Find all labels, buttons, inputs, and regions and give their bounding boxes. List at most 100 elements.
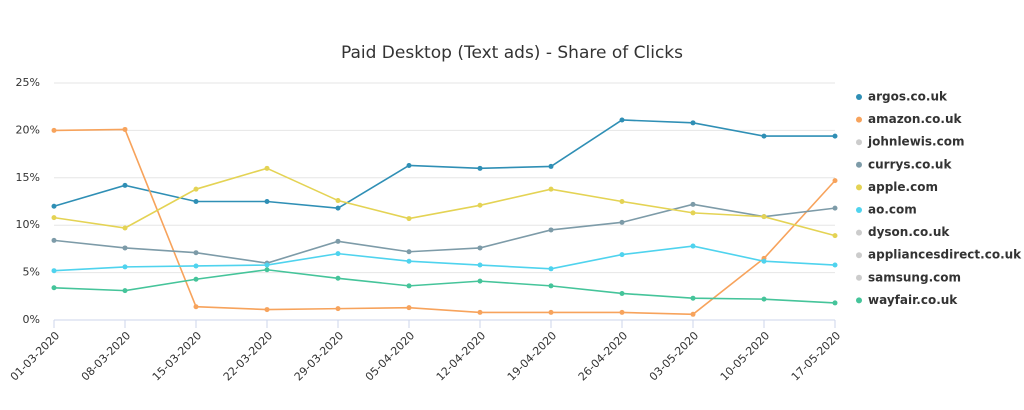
legend-marker bbox=[856, 252, 862, 259]
data-point bbox=[477, 309, 483, 315]
x-tick-label: 22-03-2020 bbox=[221, 329, 275, 383]
data-point bbox=[406, 249, 412, 255]
series-line bbox=[53, 119, 835, 209]
data-point bbox=[193, 250, 199, 256]
series-line bbox=[53, 245, 836, 272]
data-point bbox=[832, 133, 838, 139]
data-point bbox=[690, 243, 696, 249]
data-point bbox=[619, 117, 625, 123]
x-tick-label: 29-03-2020 bbox=[292, 329, 346, 383]
data-point bbox=[690, 201, 696, 207]
chart-title: Paid Desktop (Text ads) - Share of Click… bbox=[341, 43, 683, 63]
data-point bbox=[619, 219, 625, 225]
data-point bbox=[832, 205, 838, 211]
data-point bbox=[335, 198, 341, 204]
legend-label: samsung.com bbox=[868, 270, 961, 284]
data-point bbox=[548, 283, 554, 289]
data-point bbox=[690, 210, 696, 216]
data-point bbox=[51, 268, 57, 274]
data-point bbox=[832, 300, 838, 306]
data-point bbox=[264, 267, 270, 273]
data-point bbox=[193, 276, 199, 282]
legend-marker bbox=[856, 297, 862, 304]
data-point bbox=[193, 186, 199, 192]
legend-marker bbox=[856, 274, 862, 281]
x-tick-label: 12-04-2020 bbox=[434, 329, 488, 383]
x-tick-label: 15-03-2020 bbox=[150, 329, 204, 383]
x-tick-label: 08-03-2020 bbox=[79, 329, 133, 383]
legend-marker bbox=[856, 116, 862, 123]
legend-label: johnlewis.com bbox=[867, 135, 964, 149]
x-tick-label: 01-03-2020 bbox=[8, 329, 62, 383]
data-point bbox=[335, 306, 341, 312]
data-point bbox=[51, 285, 57, 291]
data-point bbox=[335, 251, 341, 257]
data-point bbox=[690, 120, 696, 126]
data-point bbox=[122, 126, 128, 132]
data-point bbox=[122, 182, 128, 188]
data-point bbox=[619, 290, 625, 296]
data-point bbox=[761, 258, 767, 264]
legend-label: wayfair.co.uk bbox=[868, 293, 958, 307]
legend-marker bbox=[856, 207, 862, 213]
data-point bbox=[264, 165, 270, 171]
x-tick-label: 26-04-2020 bbox=[576, 329, 630, 383]
y-tick-label: 25% bbox=[16, 76, 40, 89]
legend-label: appliancesdirect.co.uk bbox=[868, 248, 1022, 262]
series-line bbox=[53, 203, 836, 264]
y-tick-label: 0% bbox=[23, 313, 40, 326]
data-point bbox=[193, 263, 199, 269]
data-point bbox=[548, 309, 554, 315]
data-point bbox=[335, 238, 341, 244]
data-point bbox=[619, 252, 625, 258]
data-point bbox=[122, 264, 128, 270]
legend-label: apple.com bbox=[868, 180, 938, 194]
data-point bbox=[548, 163, 554, 169]
data-point bbox=[193, 199, 199, 204]
series-line bbox=[53, 167, 836, 237]
x-tick-label: 19-04-2020 bbox=[505, 329, 559, 383]
data-point bbox=[122, 245, 128, 251]
x-tick-label: 17-05-2020 bbox=[789, 329, 843, 383]
data-point bbox=[477, 245, 483, 251]
series-line bbox=[53, 268, 836, 304]
legend-marker bbox=[856, 94, 862, 100]
legend-marker bbox=[856, 184, 862, 191]
data-point bbox=[832, 178, 838, 184]
series-line bbox=[53, 128, 836, 316]
x-tick-label: 03-05-2020 bbox=[647, 329, 701, 383]
data-point bbox=[264, 307, 270, 313]
legend-label: ao.com bbox=[868, 203, 917, 217]
data-point bbox=[406, 258, 412, 264]
data-point bbox=[51, 127, 57, 133]
y-tick-label: 20% bbox=[16, 123, 40, 136]
data-point bbox=[761, 133, 767, 139]
legend-marker bbox=[856, 139, 862, 146]
x-tick-label: 10-05-2020 bbox=[718, 329, 772, 383]
legend-marker bbox=[856, 161, 862, 168]
data-point bbox=[477, 165, 483, 171]
data-point bbox=[335, 275, 341, 281]
legend-label: argos.co.uk bbox=[868, 90, 948, 104]
data-point bbox=[193, 304, 199, 310]
data-point bbox=[690, 295, 696, 301]
data-point bbox=[477, 262, 483, 268]
legend-label: currys.co.uk bbox=[868, 157, 952, 171]
data-point bbox=[761, 296, 767, 302]
data-point bbox=[761, 214, 767, 220]
data-point bbox=[548, 227, 554, 233]
data-point bbox=[406, 216, 412, 222]
x-tick-label: 05-04-2020 bbox=[363, 329, 417, 383]
data-point bbox=[619, 309, 625, 315]
data-point bbox=[335, 205, 341, 211]
data-point bbox=[832, 262, 838, 268]
data-point bbox=[51, 203, 57, 209]
data-point bbox=[832, 233, 838, 239]
legend-label: dyson.co.uk bbox=[868, 225, 950, 239]
data-point bbox=[548, 266, 554, 272]
data-point bbox=[477, 278, 483, 284]
data-point bbox=[477, 202, 483, 208]
data-point bbox=[690, 311, 696, 317]
y-tick-label: 10% bbox=[16, 218, 40, 231]
